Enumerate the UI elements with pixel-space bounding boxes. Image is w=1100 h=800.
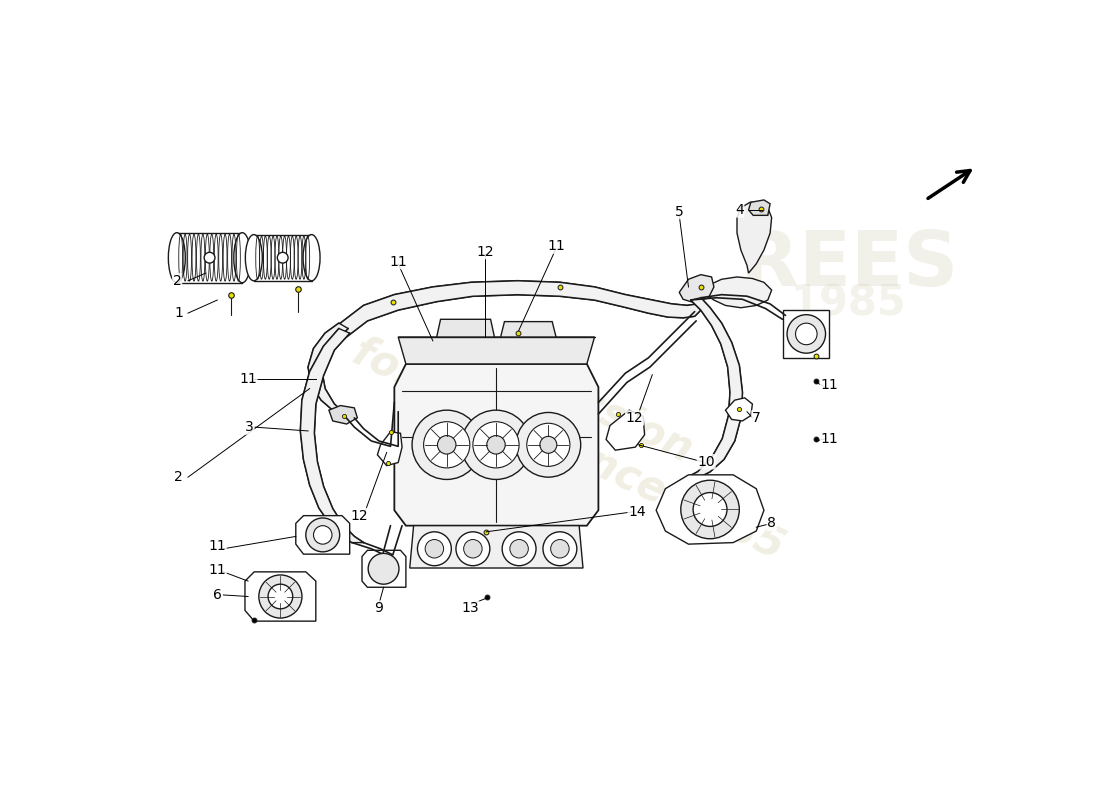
Ellipse shape: [277, 252, 288, 263]
Polygon shape: [409, 526, 583, 568]
Ellipse shape: [205, 252, 214, 263]
Circle shape: [795, 323, 817, 345]
Circle shape: [516, 413, 581, 477]
Polygon shape: [749, 200, 770, 215]
Polygon shape: [500, 322, 556, 337]
Text: 11: 11: [239, 372, 257, 386]
Text: 12: 12: [626, 411, 644, 425]
FancyBboxPatch shape: [177, 233, 242, 282]
Text: 1985: 1985: [791, 283, 906, 325]
Circle shape: [306, 518, 340, 552]
Text: 12: 12: [476, 245, 494, 258]
Text: 14: 14: [628, 505, 646, 519]
Circle shape: [438, 435, 455, 454]
Circle shape: [681, 480, 739, 538]
Circle shape: [510, 539, 528, 558]
Polygon shape: [737, 202, 772, 273]
Circle shape: [486, 435, 505, 454]
Polygon shape: [308, 323, 354, 418]
Text: 11: 11: [208, 562, 227, 577]
Polygon shape: [329, 406, 358, 424]
Text: 11: 11: [208, 539, 227, 554]
Circle shape: [418, 532, 451, 566]
Circle shape: [551, 539, 569, 558]
Text: 3: 3: [245, 420, 254, 434]
Circle shape: [258, 575, 301, 618]
Text: 6: 6: [212, 588, 222, 602]
Polygon shape: [703, 277, 772, 308]
Polygon shape: [606, 410, 645, 450]
Circle shape: [693, 493, 727, 526]
Polygon shape: [377, 432, 403, 466]
Polygon shape: [656, 475, 763, 544]
Text: 5: 5: [675, 205, 683, 218]
Text: 2: 2: [173, 274, 182, 288]
Ellipse shape: [168, 233, 185, 282]
Circle shape: [412, 410, 482, 479]
Text: 11: 11: [547, 239, 565, 253]
Circle shape: [543, 532, 576, 566]
Text: 10: 10: [697, 454, 715, 469]
Circle shape: [540, 436, 557, 454]
Text: 2: 2: [175, 470, 183, 484]
Ellipse shape: [234, 233, 251, 282]
Circle shape: [314, 526, 332, 544]
FancyBboxPatch shape: [254, 234, 311, 281]
Polygon shape: [680, 274, 714, 302]
Text: 11: 11: [389, 254, 407, 269]
Ellipse shape: [245, 234, 262, 281]
Polygon shape: [437, 319, 495, 337]
Circle shape: [268, 584, 293, 609]
Polygon shape: [398, 337, 594, 364]
Text: REES: REES: [739, 229, 958, 302]
Text: 7: 7: [752, 411, 760, 425]
Circle shape: [424, 422, 470, 468]
Text: 8: 8: [767, 516, 777, 530]
Circle shape: [425, 539, 443, 558]
Circle shape: [502, 532, 536, 566]
Circle shape: [473, 422, 519, 468]
Polygon shape: [726, 398, 752, 421]
Text: 13: 13: [461, 601, 478, 615]
Polygon shape: [245, 572, 316, 621]
Text: a passion
for parts since 1985: a passion for parts since 1985: [346, 286, 812, 568]
Circle shape: [368, 554, 399, 584]
Polygon shape: [362, 550, 406, 587]
Text: 1: 1: [174, 306, 184, 320]
Polygon shape: [296, 516, 350, 554]
Polygon shape: [300, 329, 363, 542]
Ellipse shape: [304, 234, 320, 281]
Circle shape: [788, 314, 826, 353]
Circle shape: [527, 423, 570, 466]
Text: 11: 11: [821, 378, 838, 392]
Polygon shape: [783, 310, 829, 358]
Text: 4: 4: [735, 203, 744, 217]
Text: 12: 12: [351, 509, 369, 522]
Polygon shape: [395, 364, 598, 526]
Circle shape: [461, 410, 530, 479]
Polygon shape: [683, 298, 743, 479]
Circle shape: [464, 539, 482, 558]
Circle shape: [455, 532, 490, 566]
Polygon shape: [341, 281, 703, 338]
Text: 9: 9: [374, 601, 384, 615]
Text: 11: 11: [821, 432, 838, 446]
